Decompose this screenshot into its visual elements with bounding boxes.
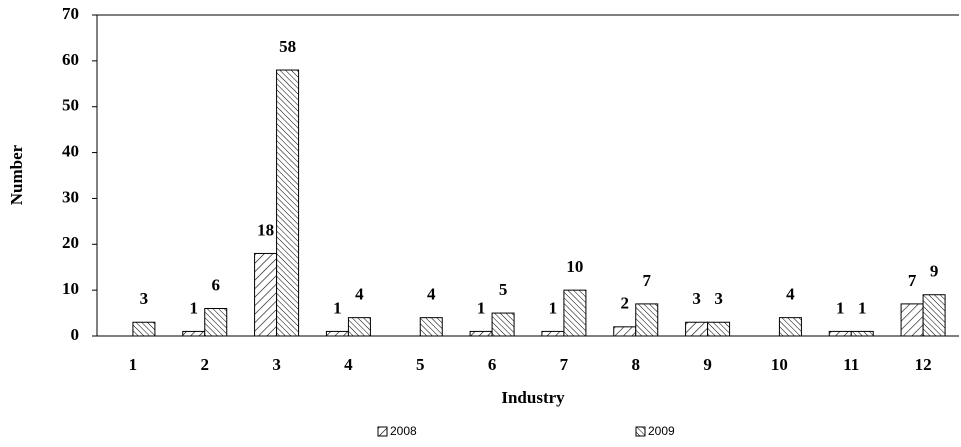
y-tick-label: 50 [62, 96, 79, 115]
bar [325, 330, 349, 337]
data-label: 6 [212, 275, 221, 294]
legend: 2008 [390, 424, 417, 438]
x-tick-label: 1 [129, 355, 138, 374]
data-label: 1 [477, 298, 486, 317]
y-tick-label: 40 [62, 141, 79, 160]
x-tick-label: 12 [915, 355, 932, 374]
x-tick-label: 9 [703, 355, 712, 374]
bar [707, 321, 731, 337]
data-label: 18 [257, 220, 274, 239]
data-label: 4 [355, 285, 364, 304]
x-tick-label: 2 [201, 355, 210, 374]
x-tick-label: 11 [843, 355, 859, 374]
y-tick-label: 0 [71, 325, 80, 344]
bar [254, 252, 278, 337]
x-tick-label: 6 [488, 355, 497, 374]
bar [778, 317, 802, 337]
bar [469, 330, 493, 337]
data-label: 4 [786, 285, 795, 304]
legend-swatch [377, 426, 388, 437]
x-tick-label: 5 [416, 355, 425, 374]
data-label: 7 [643, 271, 652, 290]
data-label: 10 [566, 257, 583, 276]
bar [613, 326, 637, 337]
x-tick-label: 8 [632, 355, 641, 374]
bar [419, 317, 443, 337]
data-label: 9 [930, 262, 939, 281]
data-label: 58 [279, 37, 296, 56]
data-label: 3 [140, 289, 149, 308]
bar [850, 330, 874, 337]
bar [182, 330, 206, 337]
y-axis-title: Number [7, 144, 26, 205]
y-tick-label: 10 [62, 279, 79, 298]
data-label: 1 [190, 298, 199, 317]
x-tick-label: 4 [344, 355, 353, 374]
y-tick-label: 60 [62, 50, 79, 69]
bar [900, 303, 924, 337]
legend-swatch [635, 426, 646, 437]
data-label: 5 [499, 280, 508, 299]
data-label: 1 [549, 298, 558, 317]
bar [685, 321, 709, 337]
data-label: 7 [908, 271, 917, 290]
data-label: 1 [333, 298, 342, 317]
data-label: 1 [836, 298, 845, 317]
data-label: 3 [714, 289, 723, 308]
bar [204, 307, 228, 337]
data-label: 3 [692, 289, 701, 308]
bar [922, 294, 946, 337]
y-tick-label: 70 [62, 4, 79, 23]
bar [132, 321, 156, 337]
data-label: 2 [621, 294, 630, 313]
bar [828, 330, 852, 337]
data-label: 1 [858, 298, 867, 317]
x-tick-label: 7 [560, 355, 569, 374]
x-axis-title: Industry [501, 388, 565, 407]
data-label: 4 [427, 285, 436, 304]
bar [491, 312, 515, 337]
bar [541, 330, 565, 337]
y-tick-label: 30 [62, 187, 79, 206]
x-tick-label: 3 [272, 355, 281, 374]
bar [563, 289, 587, 337]
y-tick-label: 20 [62, 233, 79, 252]
bar [276, 69, 300, 337]
legend: 2009 [648, 424, 675, 438]
x-tick-label: 10 [771, 355, 788, 374]
bar [347, 317, 371, 337]
bar [635, 303, 659, 337]
